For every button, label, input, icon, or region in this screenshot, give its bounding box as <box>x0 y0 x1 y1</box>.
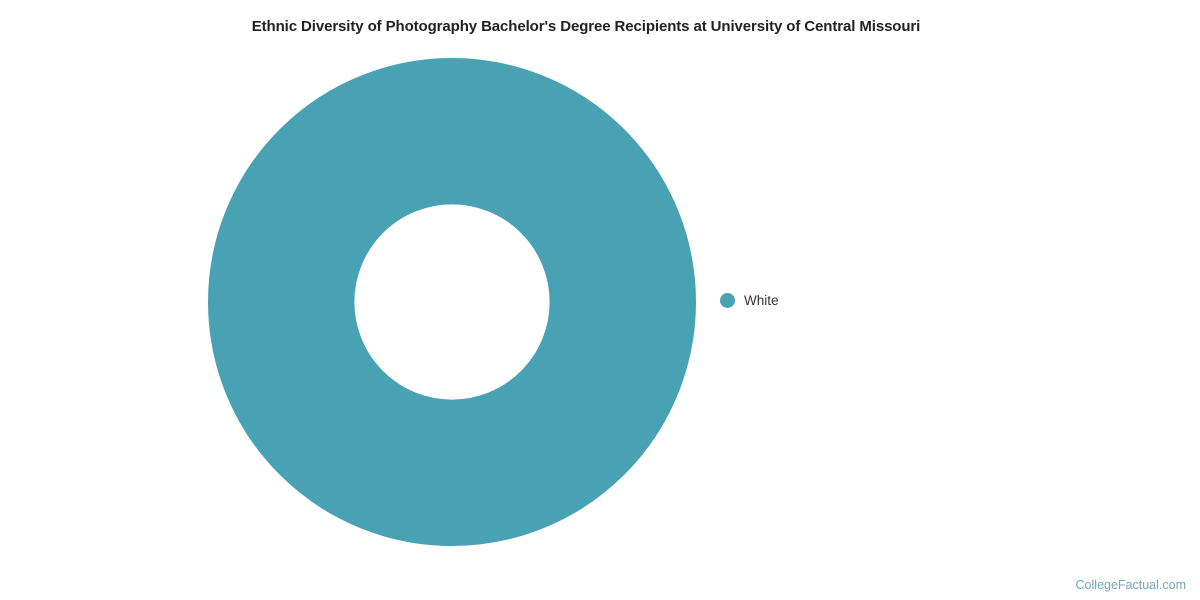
donut-chart-svg <box>207 57 697 547</box>
chart-legend: White <box>720 293 779 308</box>
chart-title: Ethnic Diversity of Photography Bachelor… <box>251 18 921 35</box>
donut-chart <box>207 57 697 547</box>
legend-marker-white-icon <box>720 293 735 308</box>
watermark-collegefactual[interactable]: CollegeFactual.com <box>1075 578 1186 592</box>
legend-item-label-white[interactable]: White <box>744 292 779 308</box>
donut-slice-white[interactable] <box>207 57 697 547</box>
